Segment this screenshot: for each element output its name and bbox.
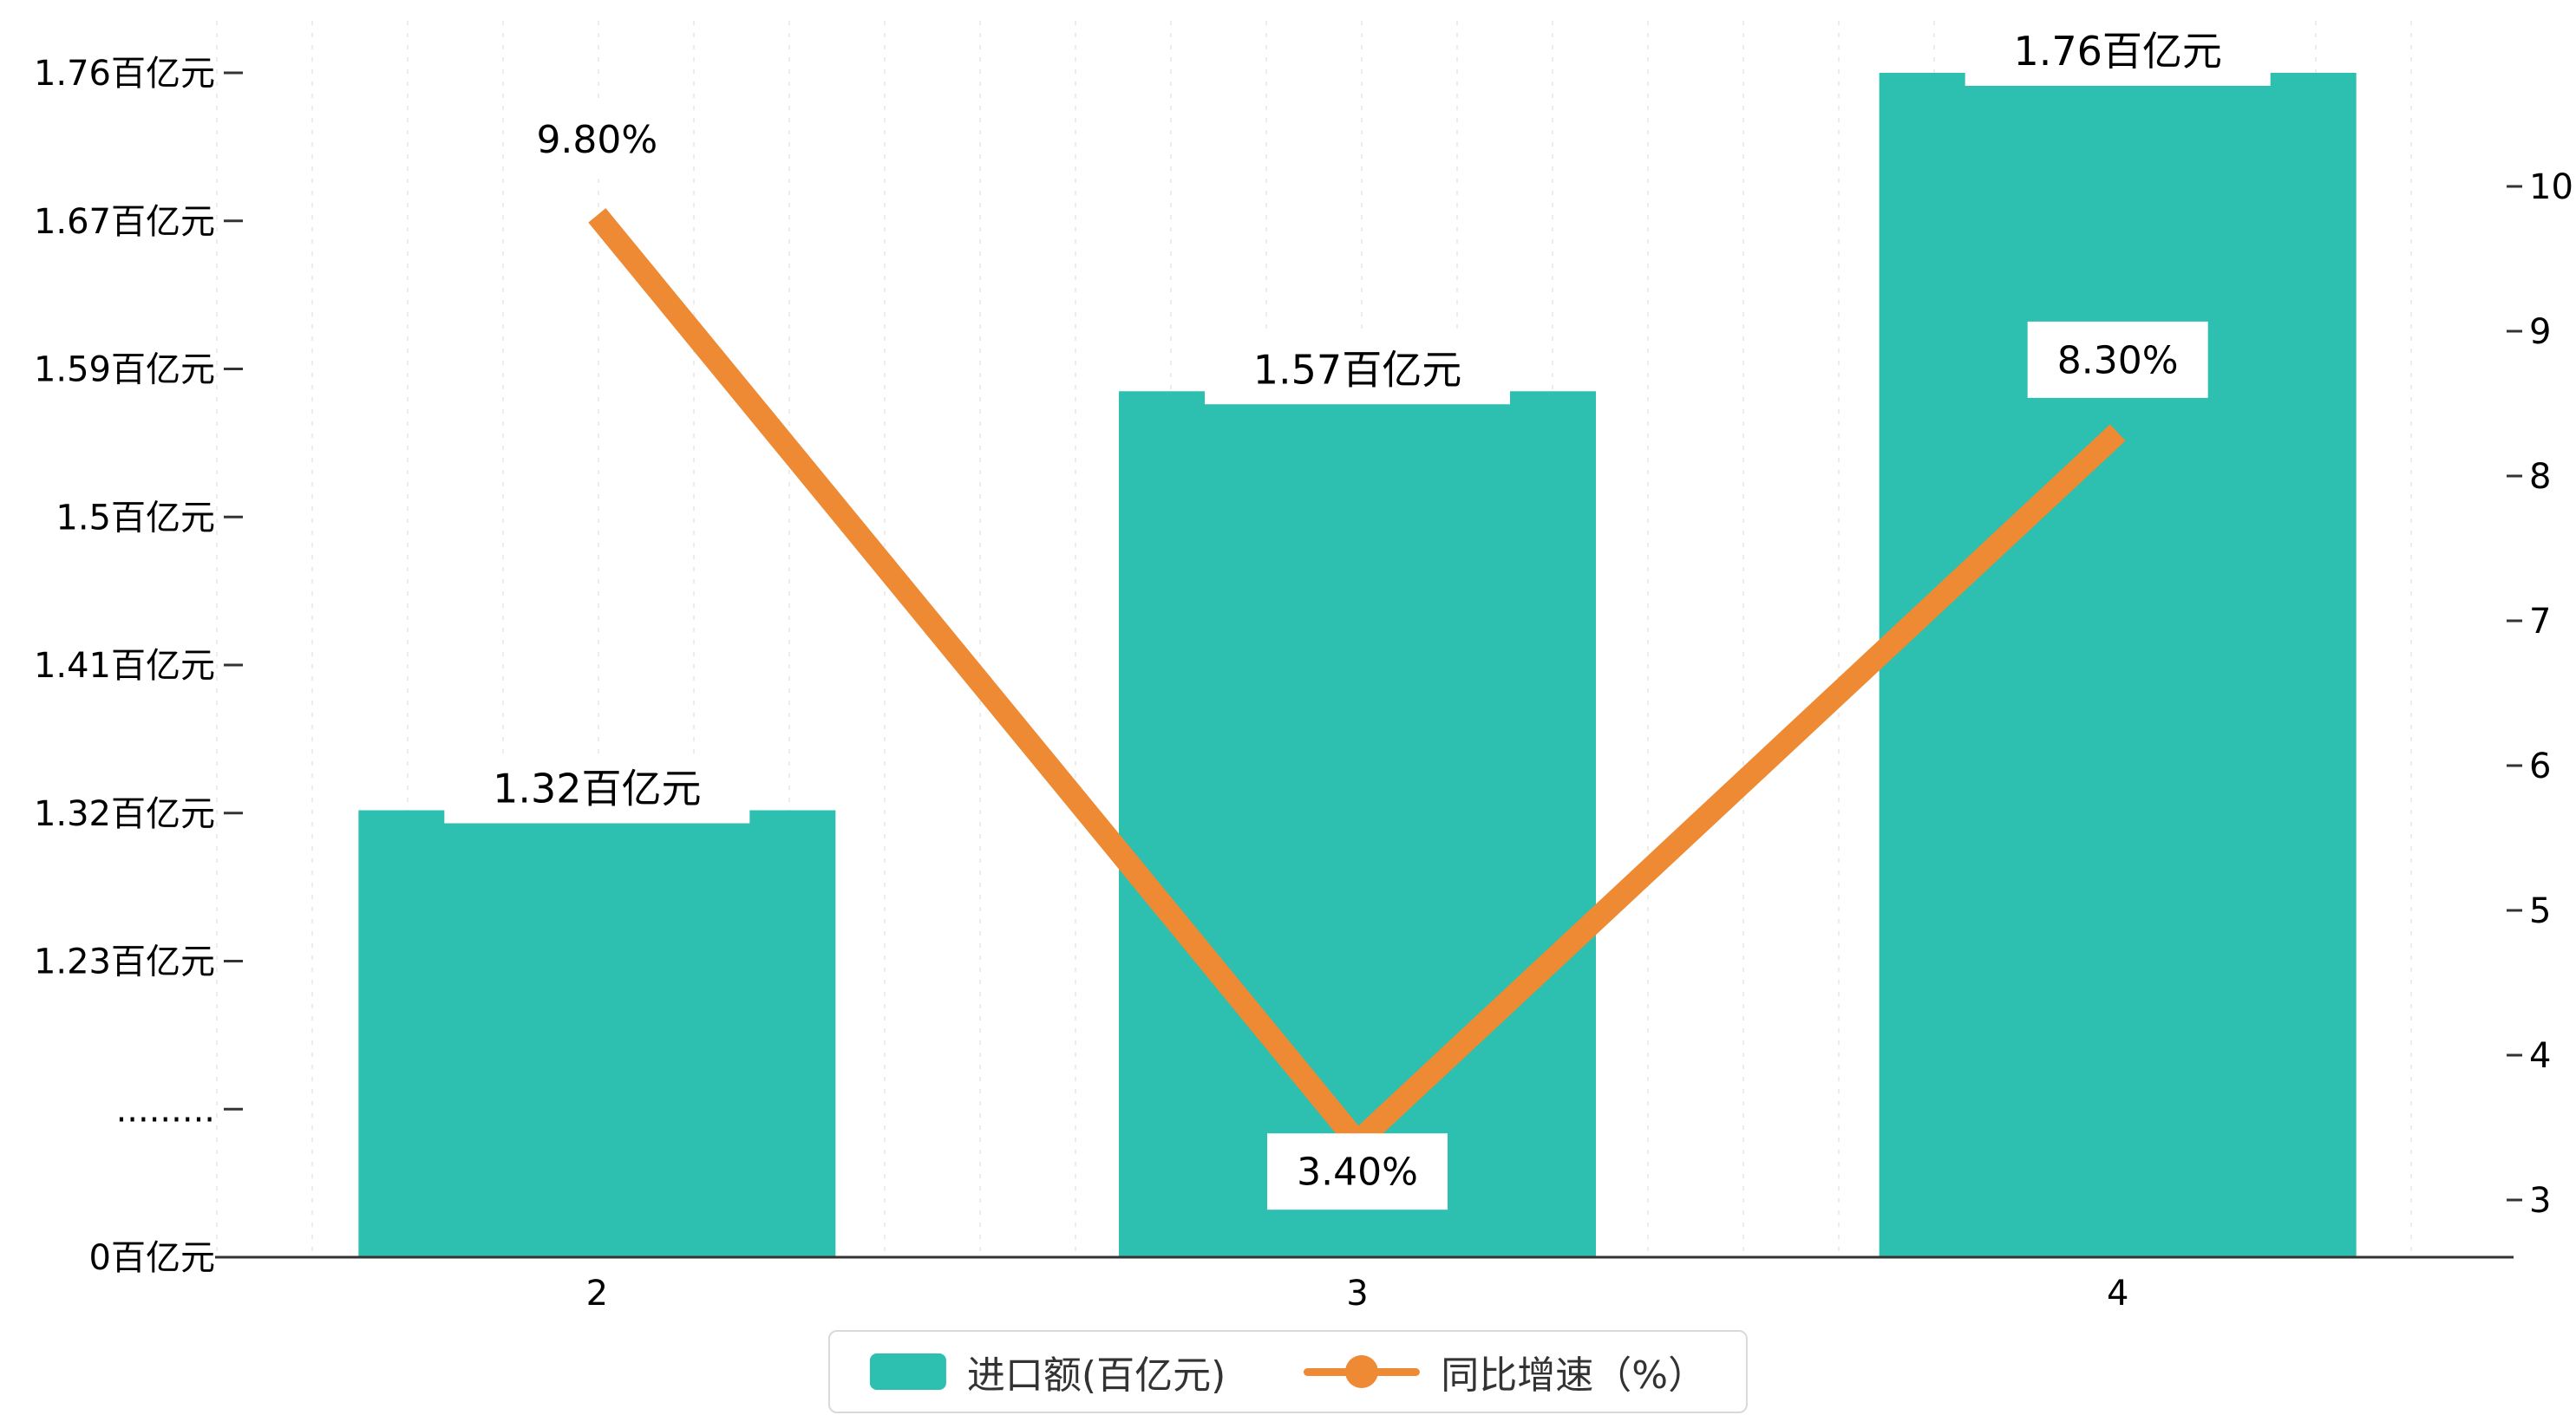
right-axis-label: 6 xyxy=(2529,747,2551,786)
left-axis-label: 1.59百亿元 xyxy=(34,350,215,390)
left-axis-label: 1.67百亿元 xyxy=(34,202,215,242)
legend: 进口额(百亿元) 同比增速（%） xyxy=(827,1330,1749,1413)
legend-label-growth-rate: 同比增速（%） xyxy=(1441,1353,1707,1398)
bar-import-value xyxy=(1879,73,2357,1257)
left-axis-label: ......... xyxy=(116,1090,215,1130)
x-axis-label: 3 xyxy=(1346,1274,1368,1314)
percent-label: 8.30% xyxy=(2057,338,2179,382)
bar-value-label: 1.57百亿元 xyxy=(1253,346,1461,393)
bar-value-label-bg xyxy=(1205,335,1510,405)
right-axis-label: 8 xyxy=(2529,457,2551,497)
bar-value-label-bg xyxy=(1965,16,2271,86)
line-series-swatch xyxy=(1304,1353,1421,1390)
right-axis-label: 5 xyxy=(2529,891,2551,931)
left-axis-label: 1.32百亿元 xyxy=(34,794,215,834)
left-axis-label: 1.23百亿元 xyxy=(34,942,215,982)
percent-label-bg xyxy=(507,101,688,178)
x-axis-label: 4 xyxy=(2107,1274,2128,1314)
right-axis-label: 4 xyxy=(2529,1036,2551,1076)
right-axis-label: 7 xyxy=(2529,602,2551,642)
percent-label-bg xyxy=(2027,321,2208,398)
bar-value-label-bg xyxy=(444,753,750,824)
legend-label-import-value: 进口额(百亿元) xyxy=(966,1353,1226,1398)
left-axis-label: 1.76百亿元 xyxy=(34,54,215,94)
x-axis-label: 2 xyxy=(586,1274,608,1314)
bar-series-swatch xyxy=(869,1353,946,1390)
bar-import-value xyxy=(358,810,836,1257)
left-axis-label: 1.5百亿元 xyxy=(56,498,215,538)
left-axis-label: 1.41百亿元 xyxy=(34,646,215,686)
right-axis-label: 9 xyxy=(2529,312,2551,352)
bar-value-label: 1.76百亿元 xyxy=(2013,28,2221,75)
percent-label: 9.80% xyxy=(536,118,657,162)
legend-item-import-value[interactable]: 进口额(百亿元) xyxy=(869,1344,1226,1399)
right-axis-label: 10 xyxy=(2529,167,2573,207)
percent-label-bg xyxy=(1267,1133,1448,1210)
right-axis-label: 3 xyxy=(2529,1181,2551,1221)
legend-line-dot-icon xyxy=(1345,1355,1379,1388)
left-axis-label: 0百亿元 xyxy=(89,1238,215,1278)
legend-item-growth-rate[interactable]: 同比增速（%） xyxy=(1304,1344,1706,1399)
bar-value-label: 1.32百亿元 xyxy=(493,766,701,812)
percent-label: 3.40% xyxy=(1297,1151,1418,1195)
bar-import-value xyxy=(1119,391,1596,1258)
